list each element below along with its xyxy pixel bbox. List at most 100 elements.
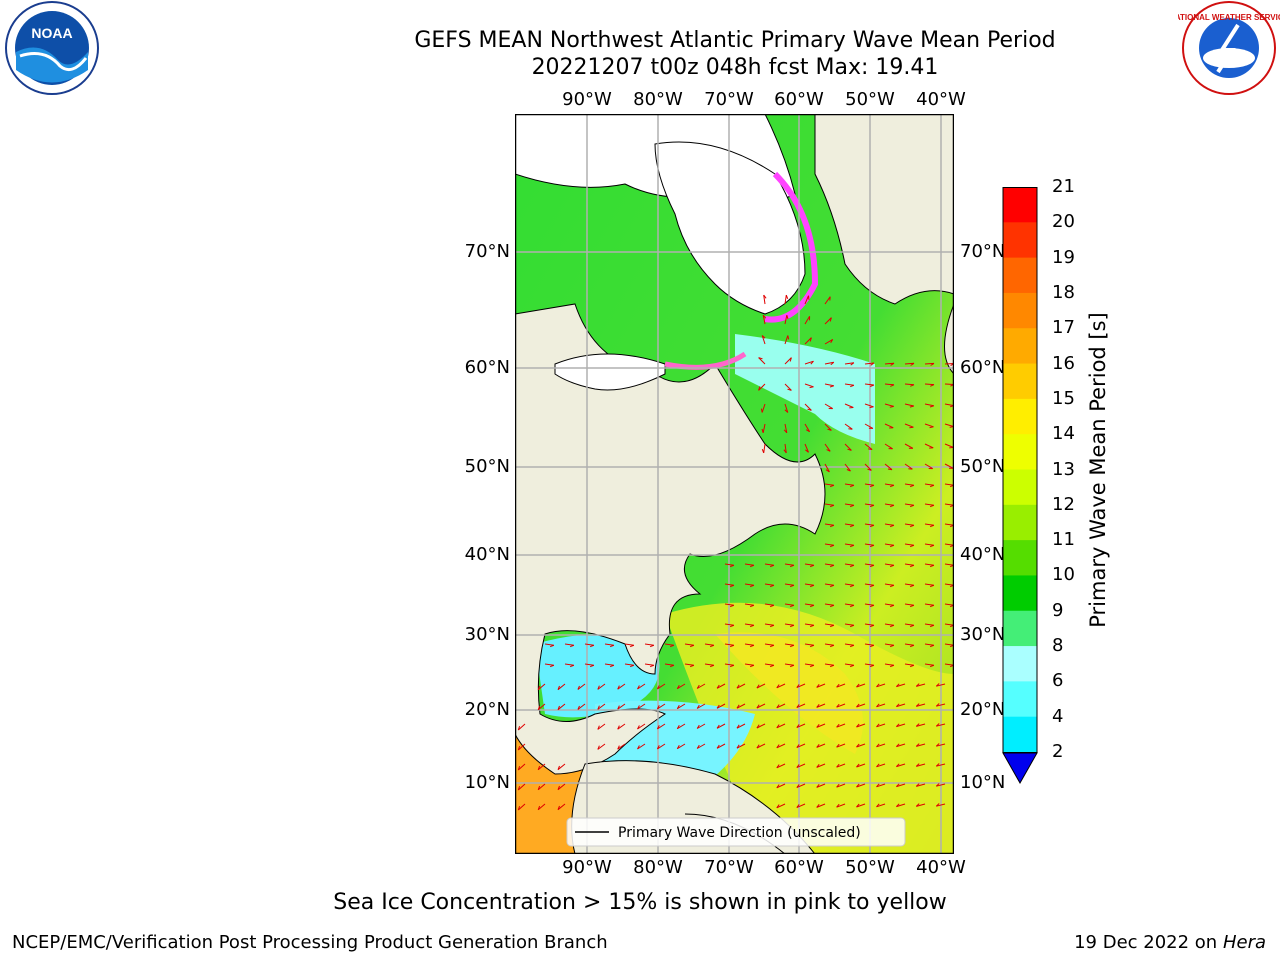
wave-arrow-head — [729, 664, 735, 668]
wave-arrow-head — [889, 624, 895, 628]
wave-arrow-head — [856, 723, 860, 728]
wave-arrow — [864, 543, 874, 546]
wave-arrow-head — [617, 685, 620, 690]
wave-arrow — [924, 423, 934, 428]
wave-arrow-head — [856, 683, 860, 688]
wave-arrow-head — [876, 803, 880, 808]
wave-arrow-head — [929, 644, 935, 648]
wave-arrow-head — [617, 705, 620, 710]
wave-arrow — [557, 703, 566, 711]
lon-label-top: 90°W — [562, 89, 612, 110]
colorbar-band — [1003, 398, 1037, 435]
wave-arrow-head — [789, 584, 795, 588]
wave-arrow — [944, 443, 954, 448]
wave-arrow-head — [889, 405, 894, 408]
wave-arrow-head — [709, 644, 715, 648]
wave-arrow-head — [609, 644, 615, 648]
wave-arrow-head — [836, 763, 840, 768]
wave-arrow-head — [915, 703, 920, 707]
wave-arrow-head — [809, 604, 815, 608]
wave-arrow-head — [896, 803, 900, 807]
wave-arrow — [864, 423, 874, 429]
wave-arrow — [564, 663, 574, 666]
wave-arrow — [617, 743, 626, 750]
wave-arrow — [824, 603, 834, 606]
wave-arrow — [684, 663, 694, 666]
wave-arrow-head — [889, 584, 895, 588]
wave-arrow — [537, 763, 546, 771]
wave-arrow — [537, 683, 546, 691]
wave-arrow-head — [749, 584, 755, 588]
wave-arrow — [764, 623, 774, 626]
wave-arrow-head — [915, 743, 920, 747]
wave-arrow-head — [929, 664, 935, 668]
wave-arrow — [844, 563, 854, 566]
legend-label: Primary Wave Direction (unscaled) — [618, 825, 861, 841]
wave-arrow-head — [889, 564, 895, 568]
wave-arrow — [904, 483, 914, 486]
wave-arrow — [776, 763, 786, 769]
wave-arrow — [864, 443, 873, 450]
colorbar-tick-label: 19 — [1052, 246, 1075, 268]
wave-arrow-head — [856, 703, 860, 708]
wave-arrow-head — [749, 624, 755, 628]
wave-arrow-head — [909, 604, 915, 608]
wave-arrow — [844, 423, 853, 430]
wave-arrow-head — [617, 725, 620, 730]
wave-arrow-head — [537, 765, 541, 770]
wave-arrow — [744, 583, 754, 586]
lon-label-bottom: 50°W — [845, 857, 895, 878]
wave-arrow — [776, 783, 786, 789]
wave-arrow-head — [910, 384, 915, 387]
wave-arrow-head — [889, 664, 895, 668]
wave-arrow — [736, 723, 746, 729]
wave-arrow — [724, 623, 734, 626]
colorbar-tick-label: 2 — [1052, 741, 1064, 762]
wave-arrow — [844, 603, 854, 606]
wave-arrow — [904, 663, 914, 666]
wave-arrow — [637, 743, 646, 750]
wave-arrow — [884, 483, 894, 486]
wave-arrow — [904, 362, 915, 365]
wave-arrow — [557, 763, 566, 771]
wave-arrow — [836, 783, 846, 788]
wave-arrow — [657, 683, 666, 690]
wave-arrow-head — [557, 705, 560, 710]
wave-arrow — [744, 663, 754, 666]
wave-arrow — [916, 803, 926, 807]
graticule — [515, 114, 954, 854]
wave-arrow-head — [836, 803, 840, 808]
wave-arrow-head — [849, 524, 855, 528]
wave-arrow — [736, 743, 746, 749]
wave-arrow — [784, 663, 794, 666]
wave-arrow — [784, 643, 794, 646]
wave-arrow-head — [809, 584, 815, 588]
wave-arrow — [716, 683, 726, 689]
wave-arrow — [836, 743, 846, 748]
wave-arrow — [824, 483, 834, 486]
wave-arrow-head — [517, 726, 521, 731]
wave-arrow-head — [816, 763, 820, 768]
wave-arrow-head — [929, 484, 935, 488]
chart-title: GEFS MEAN Northwest Atlantic Primary Wav… — [414, 28, 1056, 53]
wave-arrow — [784, 443, 787, 453]
wave-arrow — [844, 383, 854, 386]
wave-arrow — [924, 503, 934, 506]
wave-arrow-head — [760, 408, 763, 413]
wave-arrow — [896, 723, 906, 728]
wave-arrow — [584, 643, 594, 646]
noaa-logo: NOAA — [5, 1, 99, 95]
wave-arrow-head — [829, 564, 835, 568]
wave-period-map: Primary Wave Direction (unscaled) — [515, 114, 954, 854]
wave-arrow-head — [850, 384, 855, 388]
wave-arrow — [896, 783, 906, 788]
wave-arrow — [836, 683, 846, 688]
wave-arrow — [944, 603, 954, 606]
wave-arrow — [764, 663, 774, 666]
wave-arrow-head — [876, 783, 880, 788]
wave-arrow — [763, 443, 766, 453]
wave-arrow — [577, 703, 586, 710]
wave-arrow — [776, 803, 786, 809]
wave-arrow-head — [549, 664, 555, 668]
wave-arrow — [884, 403, 894, 407]
